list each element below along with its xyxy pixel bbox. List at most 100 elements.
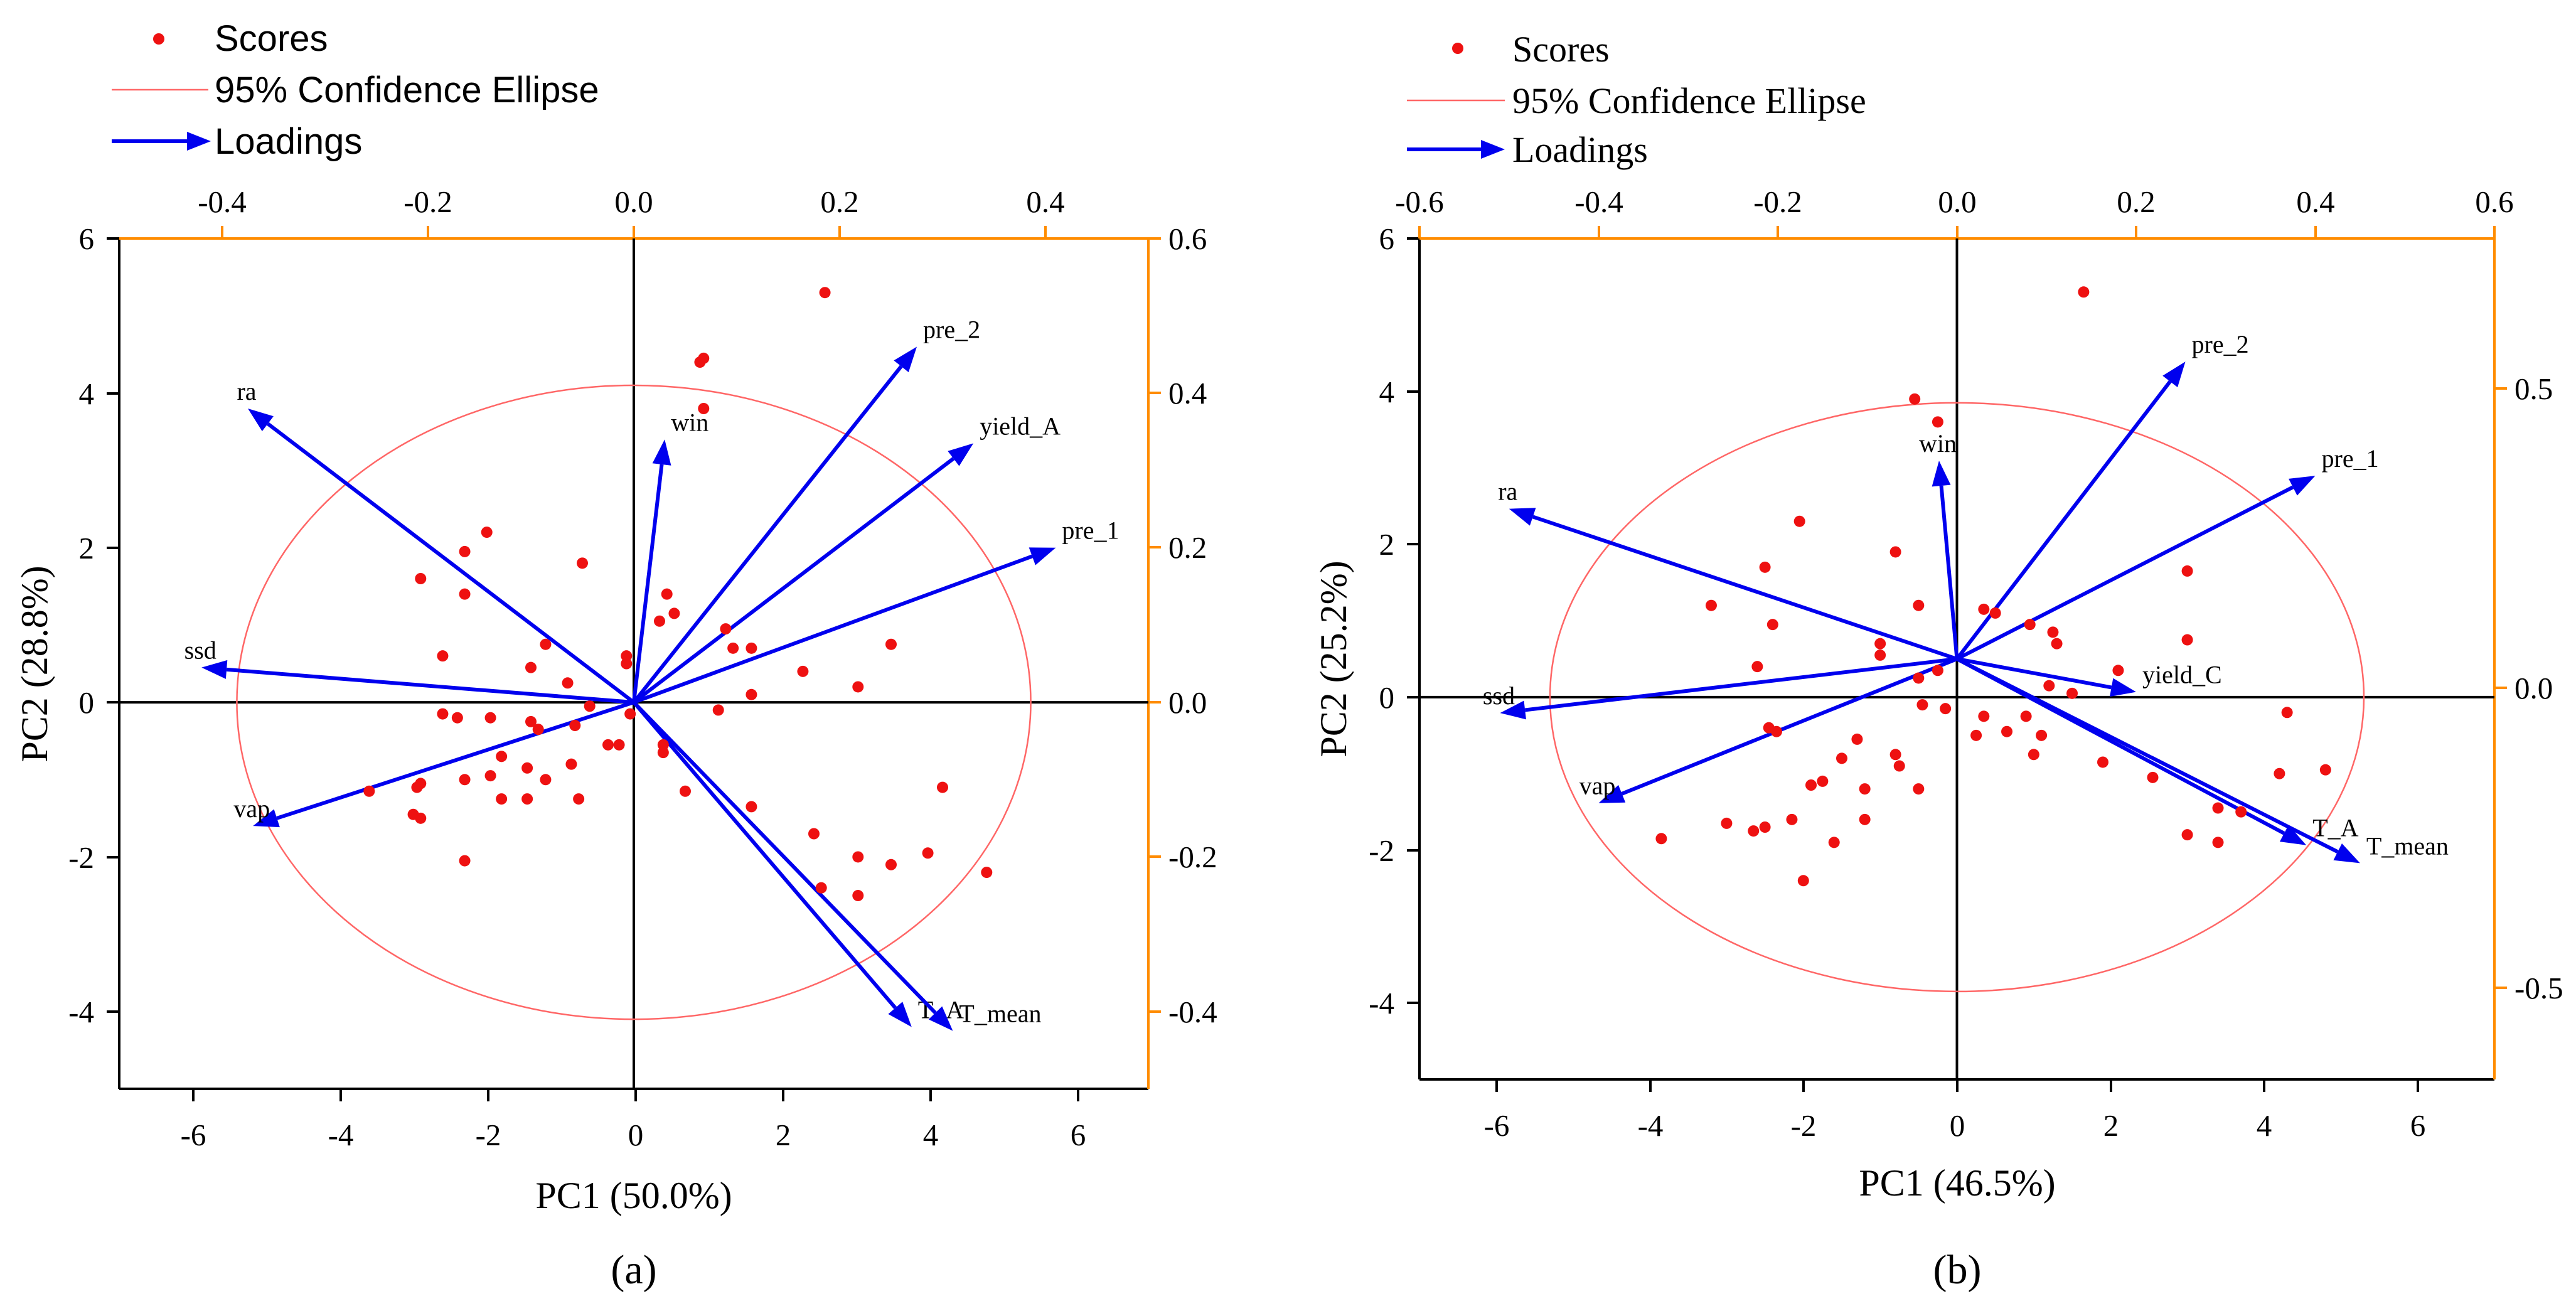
score-point (657, 739, 669, 751)
panel-a-x-ticklabel: 6 (1071, 1118, 1086, 1152)
loading-T_A-label: T_A (2312, 814, 2358, 842)
loading-T_A-arrowhead (888, 1002, 912, 1027)
score-point (2181, 565, 2193, 577)
loading-pre_1-label: pre_1 (2322, 444, 2379, 473)
score-point (415, 812, 427, 824)
score-point (1932, 665, 1943, 677)
loading-ssd-label: ssd (184, 636, 216, 665)
panel-b-right-ticklabel: -0.5 (2515, 971, 2563, 1005)
score-point (532, 724, 544, 736)
score-point (1893, 760, 1905, 772)
loading-ra-arrowhead (1509, 508, 1536, 526)
legend-b-scores-label: Scores (1512, 29, 1610, 70)
panel-b-plot-area: ra ssd vap win pre_2 pre_1 yield_C T_A T_mean (1419, 238, 2494, 1079)
loading-pre_2-shaft (1955, 380, 2172, 660)
loading-T_mean-shaft (1956, 657, 2339, 854)
loading-yield_A-label: yield_A (980, 412, 1061, 440)
panel-a-x-ticklabel: -4 (328, 1118, 354, 1152)
score-point (2319, 764, 2331, 776)
loading-yield_C-label: yield_C (2142, 661, 2222, 689)
score-point (1916, 699, 1928, 711)
score-point (1889, 749, 1901, 761)
loading-win: win (1919, 429, 1959, 660)
panel-b-y-ticklabel: -2 (1369, 833, 1394, 868)
panel-a-x-ticks: -6 -4 -2 0 2 4 6 (181, 1089, 1086, 1152)
legend-b-ellipse-label: 95% Confidence Ellipse (1512, 80, 1866, 121)
panel-a-right-ticklabel: 0.6 (1168, 222, 1207, 256)
loading-vap-arrowhead (1598, 784, 1626, 803)
legend-a-loadings-label: Loadings (215, 121, 362, 162)
score-point (698, 352, 710, 364)
score-point (1913, 783, 1925, 795)
panel-b-label: (b) (1933, 1247, 1982, 1293)
loading-T_mean: T_mean (632, 701, 1041, 1031)
score-point (1751, 661, 1763, 673)
score-point (1940, 703, 1952, 715)
panel-a-y-ticklabel: 0 (79, 685, 95, 720)
score-point (746, 642, 757, 654)
loading-ssd-shaft (1524, 657, 1957, 712)
score-point (1859, 813, 1871, 825)
score-point (852, 681, 864, 693)
score-point (1913, 672, 1925, 684)
loading-T_mean-arrowhead (2333, 843, 2360, 864)
score-point (1705, 599, 1717, 611)
legend-b-loadings-label: Loadings (1512, 129, 1648, 170)
score-point (525, 661, 537, 673)
legend-b-scores-marker (1452, 43, 1463, 54)
panel-b-x-ticklabel: -6 (1484, 1108, 1510, 1143)
loading-ssd-shaft (226, 667, 634, 705)
score-point (2274, 768, 2285, 779)
score-point (746, 688, 757, 700)
panel-b-top-ticklabel: 0.2 (2117, 185, 2155, 219)
panel-a-top-ticklabel: 0.2 (820, 185, 858, 219)
legend-b-loadings-arrowhead (1481, 140, 1505, 159)
score-point (613, 739, 625, 751)
panel-b-y-ticklabel: 0 (1379, 680, 1395, 715)
loading-ssd-label: ssd (1483, 682, 1515, 710)
loading-ssd-arrowhead (201, 660, 228, 679)
loading-yield_C: yield_C (1956, 657, 2222, 697)
score-point (852, 890, 864, 902)
score-point (808, 828, 820, 840)
panel-a-label: (a) (611, 1247, 656, 1293)
panel-b-top-ticks: -0.6 -0.4 -0.2 0.0 0.2 0.4 0.6 (1395, 185, 2514, 238)
panel-b-x-ticklabel: -2 (1791, 1108, 1817, 1143)
loading-win-label: win (1919, 429, 1957, 457)
panel-a-x-ticklabel: -6 (181, 1118, 206, 1152)
score-point (451, 712, 463, 724)
loading-vap-shaft (1621, 657, 1958, 796)
legend-a-scores-marker (153, 33, 164, 45)
loading-yield_A: yield_A (633, 412, 1061, 704)
loading-vap-label: vap (233, 794, 270, 823)
score-point (459, 855, 471, 867)
score-point (2047, 626, 2059, 638)
score-point (2051, 638, 2063, 650)
loading-pre_1-arrowhead (1029, 547, 1056, 565)
loading-yield_A-shaft (633, 457, 955, 704)
panel-b-top-ticklabel: -0.4 (1574, 185, 1623, 219)
panel-b-confidence-ellipse (1549, 402, 2365, 993)
panel-b-y-axis-title: PC2 (25.2%) (1313, 560, 1354, 757)
panel-b-x-ticklabel: 0 (1950, 1108, 1965, 1143)
panel-a-y-axis-title: PC2 (28.8%) (14, 565, 55, 762)
score-point (411, 781, 423, 793)
score-point (569, 720, 581, 732)
panel-a-top-ticklabel: -0.2 (404, 185, 452, 219)
loading-pre_1-shaft (1956, 485, 2294, 661)
panel-a-x-ticklabel: 4 (923, 1118, 939, 1152)
legend-b: Scores 95% Confidence Ellipse Loadings (1407, 29, 1866, 170)
score-point (1874, 638, 1886, 650)
score-point (2036, 729, 2048, 741)
score-point (720, 623, 732, 635)
loading-T_mean-shaft (632, 701, 937, 1015)
panel-a-y-ticklabel: -2 (68, 840, 94, 875)
score-point (621, 658, 633, 670)
panel-a-top-ticklabel: -0.4 (198, 185, 247, 219)
loading-pre_1: pre_1 (1956, 444, 2379, 661)
panel-a-x-ticklabel: 0 (628, 1118, 644, 1152)
loading-T_A-shaft (632, 701, 897, 1010)
score-point (937, 781, 948, 793)
loading-pre_2-label: pre_2 (923, 315, 980, 343)
loading-ra-arrowhead (248, 409, 274, 432)
